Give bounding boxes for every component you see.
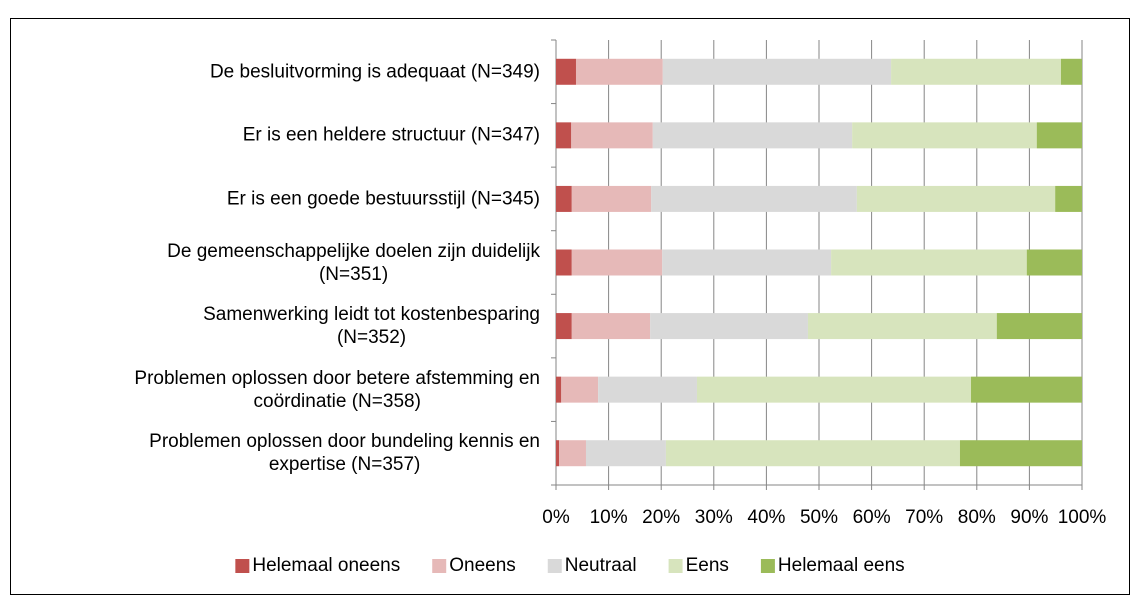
y-tick-label: De besluitvorming is adequaat (N=349): [209, 61, 540, 83]
y-tick-label: Samenwerking leidt tot kostenbesparing (…: [203, 304, 540, 349]
legend-label: Helemaal oneens: [252, 555, 400, 576]
bar-segment: [856, 185, 1056, 212]
bar-segment: [556, 249, 572, 276]
bar-segment: [1036, 122, 1082, 149]
legend-swatch: [235, 559, 250, 573]
bar-segment: [971, 376, 1082, 403]
bar-segment: [831, 249, 1027, 276]
bar-segment: [807, 313, 997, 340]
bar-segment: [852, 122, 1037, 149]
bar-segment: [556, 313, 572, 340]
y-tick-label: Er is een heldere structuur (N=347): [242, 124, 540, 146]
category-label-box: De gemeenschappelijke doelen zijn duidel…: [0, 240, 540, 286]
bar-segment: [665, 440, 960, 467]
bar-segment: [556, 185, 572, 212]
x-tick-label: 0%: [542, 507, 570, 528]
y-tick-label: Er is een goede bestuursstijl (N=345): [226, 188, 540, 210]
x-tick-label: 40%: [747, 507, 785, 528]
legend-swatch: [760, 559, 775, 573]
y-tick-label: De gemeenschappelijke doelen zijn duidel…: [167, 240, 540, 285]
bar-segment: [1055, 185, 1082, 212]
bar-segment: [571, 185, 652, 212]
bar-segment: [556, 376, 562, 403]
bar-segment: [585, 440, 666, 467]
bar-segment: [571, 249, 663, 276]
bar-segment: [561, 376, 599, 403]
bar-segment: [556, 122, 572, 149]
legend-label: Neutraal: [565, 555, 637, 576]
legend-label: Oneens: [449, 555, 516, 576]
x-tick-label: 50%: [800, 507, 838, 528]
category-label-box: De besluitvorming is adequaat (N=349): [0, 60, 540, 83]
bar-segment: [571, 122, 653, 149]
x-tick-label: 70%: [905, 507, 943, 528]
bar-segment: [959, 440, 1082, 467]
bar-segment: [891, 58, 1061, 85]
legend-swatch: [668, 559, 683, 573]
bar-segment: [651, 185, 857, 212]
x-tick-label: 80%: [958, 507, 996, 528]
x-tick-label: 20%: [642, 507, 680, 528]
category-label-box: Problemen oplossen door bundeling kennis…: [0, 430, 540, 476]
bar-segment: [598, 376, 697, 403]
y-tick-label: Problemen oplossen door betere afstemmin…: [134, 367, 540, 412]
x-tick-label: 60%: [853, 507, 891, 528]
bar-segment: [652, 122, 853, 149]
bar-segment: [559, 440, 586, 467]
category-label-box: Problemen oplossen door betere afstemmin…: [0, 367, 540, 413]
x-tick-label: 10%: [590, 507, 628, 528]
bar-segment: [556, 440, 560, 467]
bar-segment: [996, 313, 1082, 340]
bar-segment: [575, 58, 663, 85]
bar-segment: [1060, 58, 1082, 85]
bar-segment: [1026, 249, 1082, 276]
bar-segment: [662, 58, 892, 85]
bar-segment: [662, 249, 832, 276]
bar-segment: [650, 313, 808, 340]
x-tick-label: 90%: [1010, 507, 1048, 528]
y-tick-label: Problemen oplossen door bundeling kennis…: [149, 431, 540, 476]
legend-swatch: [432, 559, 447, 573]
bar-segment: [556, 58, 576, 85]
category-label-box: Er is een goede bestuursstijl (N=345): [0, 187, 540, 210]
legend-label: Eens: [686, 555, 729, 576]
x-tick-label: 100%: [1058, 507, 1107, 528]
x-tick-label: 30%: [695, 507, 733, 528]
category-label-box: Samenwerking leidt tot kostenbesparing (…: [0, 303, 540, 349]
category-label-box: Er is een heldere structuur (N=347): [0, 124, 540, 147]
bar-segment: [696, 376, 972, 403]
legend-label: Helemaal eens: [778, 555, 905, 576]
legend-swatch: [547, 559, 562, 573]
chart-border: [10, 18, 1130, 595]
bar-segment: [571, 313, 651, 340]
